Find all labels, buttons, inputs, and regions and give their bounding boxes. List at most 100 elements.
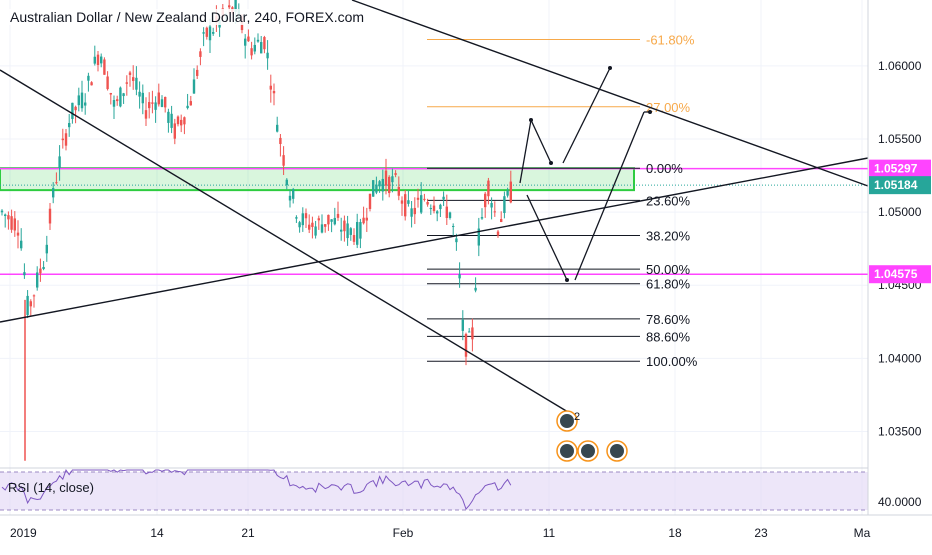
- price-tick-4: 1.04000: [878, 351, 922, 365]
- candle-body: [301, 213, 304, 226]
- candle-body: [266, 52, 269, 59]
- candle-body: [493, 211, 496, 213]
- candle-body: [308, 224, 311, 230]
- candle-body: [455, 238, 458, 243]
- candle-body: [61, 138, 64, 141]
- candle-body: [135, 77, 138, 90]
- candle-body: [64, 133, 68, 146]
- fib-label-4: 38.20%: [646, 228, 691, 243]
- fib-label-2: 0.00%: [646, 161, 683, 176]
- candle-body: [164, 96, 167, 108]
- candle-body: [288, 195, 292, 201]
- fib-label-3: 23.60%: [646, 193, 691, 208]
- candle-body: [87, 75, 90, 81]
- price-tick-0: 1.06000: [878, 59, 922, 73]
- candle-body: [477, 228, 480, 246]
- candle-body: [186, 105, 189, 109]
- candle-body: [39, 268, 42, 274]
- candle-body: [132, 77, 135, 81]
- candle-body: [16, 232, 20, 236]
- candle-body: [122, 93, 125, 97]
- arrow-head-2: [608, 66, 612, 70]
- candle-body: [279, 137, 282, 145]
- candle-body: [416, 197, 420, 200]
- time-tick-2: 21: [241, 526, 255, 540]
- candle-body: [23, 272, 26, 276]
- candle-body: [96, 54, 100, 65]
- candle-body: [404, 194, 407, 217]
- candle-body: [154, 102, 157, 110]
- projection-arrow-0: [519, 119, 532, 184]
- candle-body: [359, 222, 362, 239]
- candle-body: [314, 226, 317, 236]
- candle-body: [480, 217, 484, 219]
- price-label-1: 1.05184: [874, 178, 918, 192]
- candle-body: [375, 184, 378, 193]
- candle-body: [388, 176, 391, 194]
- candle-body: [461, 319, 464, 331]
- candle-body: [212, 32, 215, 34]
- candle-body: [68, 123, 71, 128]
- time-tick-0: 2019: [10, 526, 37, 540]
- candle-body: [29, 301, 32, 307]
- rsi-line: [1, 469, 512, 510]
- candle-body: [509, 181, 512, 203]
- candle-body: [426, 201, 429, 205]
- candle-body: [202, 32, 205, 34]
- rising-trendline: [0, 157, 869, 323]
- candle-body: [10, 216, 13, 230]
- candle-body: [199, 51, 202, 57]
- candle-body: [173, 123, 176, 139]
- price-label-bg-0: [869, 159, 931, 178]
- candle-body: [13, 218, 16, 231]
- time-tick-1: 14: [150, 526, 164, 540]
- candle-body: [378, 181, 381, 187]
- candle-body: [208, 26, 212, 41]
- fib-label-6: 61.80%: [646, 277, 691, 292]
- candle-body: [276, 124, 279, 132]
- candle-body: [327, 214, 330, 225]
- candle-body: [269, 85, 272, 90]
- candle-body: [119, 87, 122, 107]
- fib-label-7: 78.60%: [646, 312, 691, 327]
- candle-body: [109, 93, 112, 95]
- candle-body: [32, 295, 36, 297]
- candle-body: [84, 102, 87, 106]
- candle-body: [487, 180, 490, 197]
- candle-body: [77, 95, 80, 106]
- candle-body: [436, 211, 439, 214]
- candle-body: [250, 48, 253, 56]
- rsi-band: [0, 472, 868, 510]
- time-tick-5: 18: [668, 526, 682, 540]
- candle-body: [71, 102, 74, 119]
- candle-body: [452, 225, 455, 227]
- candle-body: [106, 76, 109, 90]
- candle-body: [468, 331, 471, 333]
- candle-body: [189, 101, 192, 106]
- candle-body: [336, 213, 340, 218]
- projection-arrow-4: [574, 111, 645, 281]
- candle-body: [285, 179, 288, 186]
- event-count: 2: [574, 411, 580, 423]
- candle-body: [228, 5, 231, 8]
- candle-body: [80, 92, 84, 109]
- candle-body: [7, 215, 10, 220]
- candle-body: [103, 59, 106, 75]
- candle-body: [183, 117, 186, 125]
- candle-body: [48, 208, 52, 224]
- candle-body: [384, 170, 388, 186]
- candle-body: [148, 102, 151, 109]
- candle-body: [439, 204, 442, 210]
- candle-body: [180, 119, 183, 126]
- candle-body: [196, 69, 199, 76]
- candle-body: [413, 207, 416, 215]
- candle-body: [500, 219, 503, 223]
- candle-body: [20, 240, 23, 249]
- candle-body: [324, 224, 327, 227]
- rsi-label: RSI (14, close): [8, 480, 94, 495]
- candle-body: [496, 231, 500, 236]
- candle-body: [128, 72, 132, 75]
- candle-body: [320, 224, 324, 233]
